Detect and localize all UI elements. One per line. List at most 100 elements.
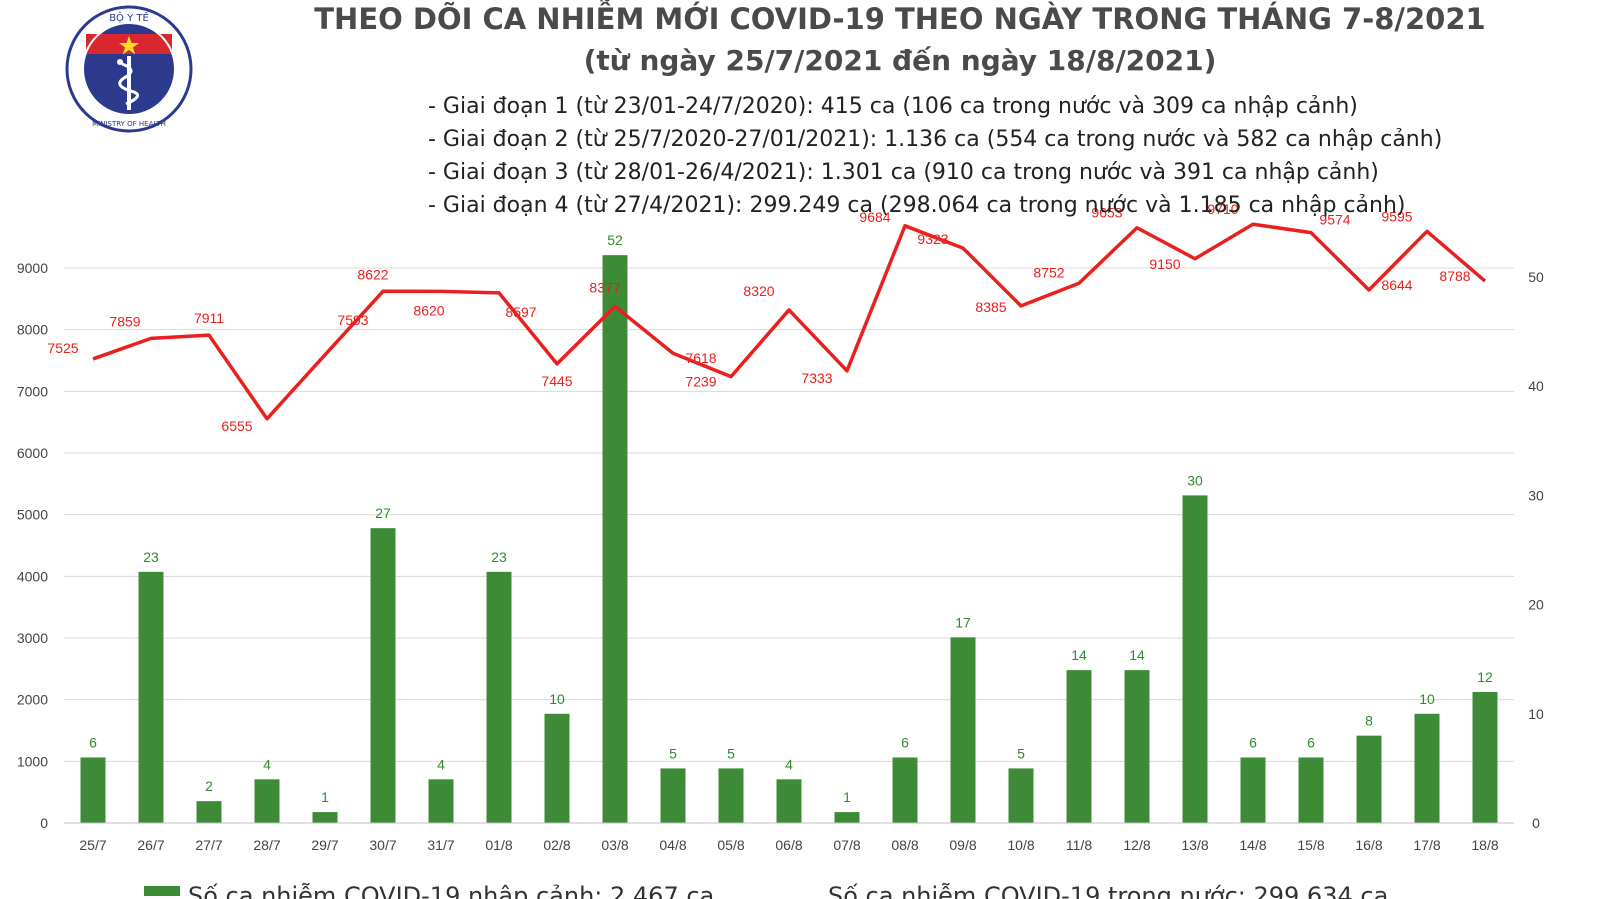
bar-data-label: 30 bbox=[1187, 472, 1203, 488]
bar-imported bbox=[1414, 713, 1440, 823]
x-tick-label: 10/8 bbox=[1007, 837, 1034, 853]
line-data-label: 9574 bbox=[1319, 212, 1350, 228]
y-left-tick-label: 5000 bbox=[17, 507, 48, 523]
line-data-label: 8622 bbox=[357, 266, 388, 282]
line-data-label: 8620 bbox=[413, 302, 444, 318]
x-tick-label: 08/8 bbox=[891, 837, 918, 853]
bar-imported bbox=[892, 757, 918, 823]
bar-data-label: 23 bbox=[491, 549, 507, 565]
bar-data-label: 14 bbox=[1071, 647, 1087, 663]
chart-legend: Số ca nhiễm COVID-19 nhập cảnh: 2.467 ca… bbox=[0, 880, 1600, 899]
bar-imported bbox=[138, 571, 164, 823]
y-left-tick-label: 6000 bbox=[17, 445, 48, 461]
domestic-cases-line bbox=[92, 222, 1487, 421]
line-data-label: 9323 bbox=[917, 231, 948, 247]
bar-data-label: 5 bbox=[727, 745, 735, 761]
bar-imported bbox=[1124, 670, 1150, 823]
bar-imported bbox=[486, 571, 512, 823]
x-tick-label: 01/8 bbox=[485, 837, 512, 853]
bar-imported bbox=[1356, 735, 1382, 823]
line-data-label: 7525 bbox=[47, 340, 78, 356]
x-tick-label: 18/8 bbox=[1471, 837, 1498, 853]
bar-data-label: 6 bbox=[1249, 734, 1257, 750]
logo-top-text: BỘ Y TẾ bbox=[109, 10, 149, 24]
line-data-label: 9710 bbox=[1207, 201, 1238, 217]
x-tick-label: 05/8 bbox=[717, 837, 744, 853]
line-data-label: 9595 bbox=[1381, 208, 1412, 224]
x-tick-label: 03/8 bbox=[601, 837, 628, 853]
phase-notes: - Giai đoạn 1 (từ 23/01-24/7/2020): 415 … bbox=[428, 90, 1442, 222]
line-data-label: 7239 bbox=[685, 374, 716, 390]
bar-data-label: 12 bbox=[1477, 669, 1493, 685]
line-data-label: 7333 bbox=[801, 370, 832, 386]
bar-data-label: 10 bbox=[549, 691, 565, 707]
bar-data-label: 10 bbox=[1419, 691, 1435, 707]
bar-imported bbox=[602, 255, 628, 823]
bar-imported bbox=[370, 528, 396, 823]
bar-data-label: 6 bbox=[89, 734, 97, 750]
bar-imported bbox=[1182, 495, 1208, 823]
y-left-tick-label: 7000 bbox=[17, 383, 48, 399]
line-data-label: 7445 bbox=[541, 373, 572, 389]
bar-data-label: 4 bbox=[437, 756, 445, 772]
y-right-tick-label: 10 bbox=[1528, 706, 1544, 722]
phase-note-3: - Giai đoạn 3 (từ 28/01-26/4/2021): 1.30… bbox=[428, 160, 1379, 185]
bar-data-label: 1 bbox=[321, 789, 329, 805]
x-tick-label: 15/8 bbox=[1297, 837, 1324, 853]
line-data-label: 7618 bbox=[685, 350, 716, 366]
bar-imported bbox=[1240, 757, 1266, 823]
legend-line-label: Số ca nhiễm COVID-19 trong nước: 299.634… bbox=[828, 882, 1389, 899]
x-tick-label: 12/8 bbox=[1123, 837, 1150, 853]
y-right-tick-label: 50 bbox=[1528, 269, 1544, 285]
line-data-label: 9150 bbox=[1149, 256, 1180, 272]
bar-data-label: 4 bbox=[263, 756, 271, 772]
line-data-label: 8788 bbox=[1439, 268, 1470, 284]
x-tick-label: 25/7 bbox=[79, 837, 106, 853]
line-data-label: 8385 bbox=[975, 299, 1006, 315]
y-right-tick-label: 20 bbox=[1528, 597, 1544, 613]
bar-data-label: 14 bbox=[1129, 647, 1145, 663]
y-right-tick-label: 40 bbox=[1528, 378, 1544, 394]
phase-note-1: - Giai đoạn 1 (từ 23/01-24/7/2020): 415 … bbox=[428, 94, 1358, 119]
line-data-label: 7911 bbox=[194, 310, 224, 326]
bar-imported bbox=[718, 768, 744, 823]
chart-subtitle: (từ ngày 25/7/2021 đến ngày 18/8/2021) bbox=[583, 44, 1217, 77]
x-tick-label: 06/8 bbox=[775, 837, 802, 853]
y-left-tick-label: 3000 bbox=[17, 630, 48, 646]
x-tick-label: 11/8 bbox=[1066, 837, 1092, 853]
bar-imported bbox=[1008, 768, 1034, 823]
y-right-tick-label: 30 bbox=[1528, 487, 1544, 503]
bar-imported bbox=[1472, 691, 1498, 823]
bar-data-label: 5 bbox=[669, 745, 677, 761]
y-left-tick-label: 9000 bbox=[17, 260, 48, 276]
line-data-label: 6555 bbox=[221, 418, 252, 434]
x-tick-label: 04/8 bbox=[659, 837, 686, 853]
x-tick-label: 28/7 bbox=[253, 837, 280, 853]
line-data-label: 7859 bbox=[109, 313, 140, 329]
bar-imported bbox=[428, 779, 454, 823]
x-tick-label: 17/8 bbox=[1413, 837, 1440, 853]
bar-data-label: 6 bbox=[901, 734, 909, 750]
line-data-label: 8644 bbox=[1381, 277, 1412, 293]
phase-note-2: - Giai đoạn 2 (từ 25/7/2020-27/01/2021):… bbox=[428, 127, 1443, 152]
line-data-label: 9653 bbox=[1091, 205, 1122, 221]
x-tick-label: 30/7 bbox=[369, 837, 396, 853]
x-tick-label: 27/7 bbox=[195, 837, 222, 853]
bar-data-label: 2 bbox=[205, 778, 213, 794]
bar-imported bbox=[80, 757, 106, 823]
bar-data-label: 52 bbox=[607, 232, 623, 248]
chart-title: THEO DÕI CA NHIỄM MỚI COVID-19 THEO NGÀY… bbox=[314, 2, 1486, 36]
logo-bottom-text: MINISTRY OF HEALTH bbox=[92, 120, 166, 128]
line-data-label: 8752 bbox=[1033, 264, 1064, 280]
line-data-label: 8377 bbox=[589, 279, 620, 295]
bar-data-label: 27 bbox=[375, 505, 391, 521]
phase-note-4: - Giai đoạn 4 (từ 27/4/2021): 299.249 ca… bbox=[428, 193, 1406, 218]
ministry-logo: BỘ Y TẾ MINISTRY OF HEALTH bbox=[64, 4, 194, 134]
chart-header: THEO DÕI CA NHIỄM MỚI COVID-19 THEO NGÀY… bbox=[300, 0, 1500, 77]
line-data-label: 7593 bbox=[337, 312, 368, 328]
bar-imported bbox=[834, 812, 860, 823]
bar-imported bbox=[1066, 670, 1092, 823]
legend-bar-swatch bbox=[144, 886, 180, 896]
bar-imported bbox=[660, 768, 686, 823]
